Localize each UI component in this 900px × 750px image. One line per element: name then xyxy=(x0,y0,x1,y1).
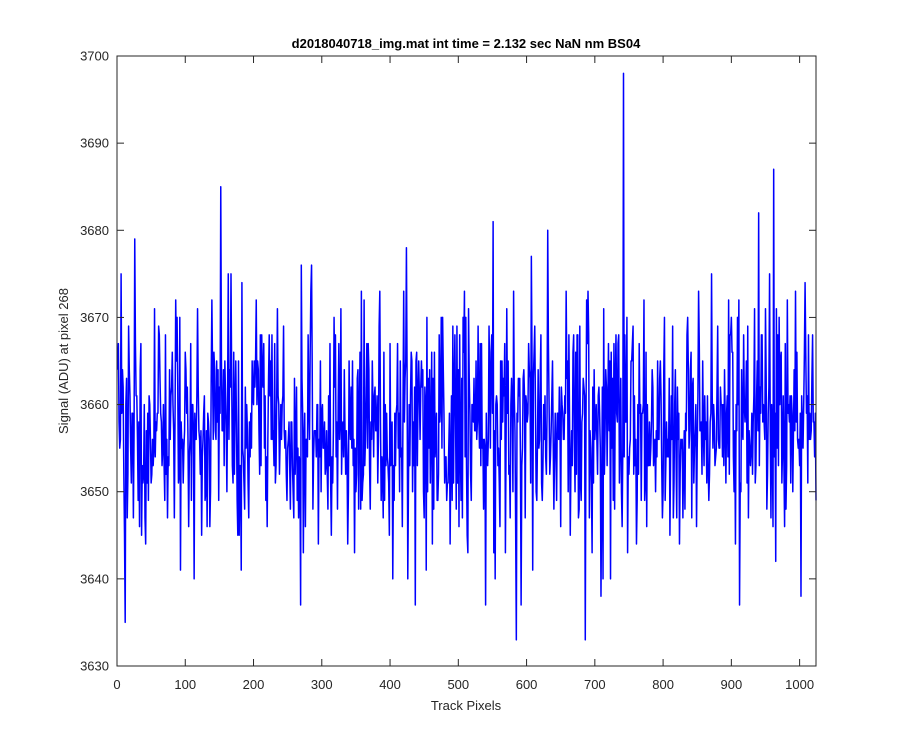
plot-area xyxy=(116,72,817,641)
chart-title: d2018040718_img.mat int time = 2.132 sec… xyxy=(292,36,641,51)
x-axis-label: Track Pixels xyxy=(431,698,502,713)
y-axis-label: Signal (ADU) at pixel 268 xyxy=(56,288,71,434)
x-tick-label: 1000 xyxy=(785,677,814,692)
y-tick-label: 3640 xyxy=(80,571,109,586)
plot-frame xyxy=(116,55,817,667)
x-tick-label: 800 xyxy=(652,677,674,692)
x-tick-label: 600 xyxy=(516,677,538,692)
y-tick-label: 3650 xyxy=(80,484,109,499)
x-tick-label: 200 xyxy=(243,677,265,692)
series-line xyxy=(116,72,817,641)
y-tick-label: 3700 xyxy=(80,49,109,64)
x-tick-label: 700 xyxy=(584,677,606,692)
y-tick-label: 3680 xyxy=(80,223,109,238)
x-tick-label: 400 xyxy=(379,677,401,692)
x-tick-label: 900 xyxy=(721,677,743,692)
y-tick-label: 3660 xyxy=(80,397,109,412)
x-tick-label: 300 xyxy=(311,677,333,692)
axes: 0 100 200 300 400 500 600 700 800 900 1000 3630 3640… xyxy=(80,49,817,692)
x-tick-label: 100 xyxy=(174,677,196,692)
y-tick-label: 3670 xyxy=(80,310,109,325)
y-tick-label: 3690 xyxy=(80,136,109,151)
x-tick-label: 500 xyxy=(447,677,469,692)
x-tick-label: 0 xyxy=(113,677,120,692)
y-tick-label: 3630 xyxy=(80,659,109,674)
